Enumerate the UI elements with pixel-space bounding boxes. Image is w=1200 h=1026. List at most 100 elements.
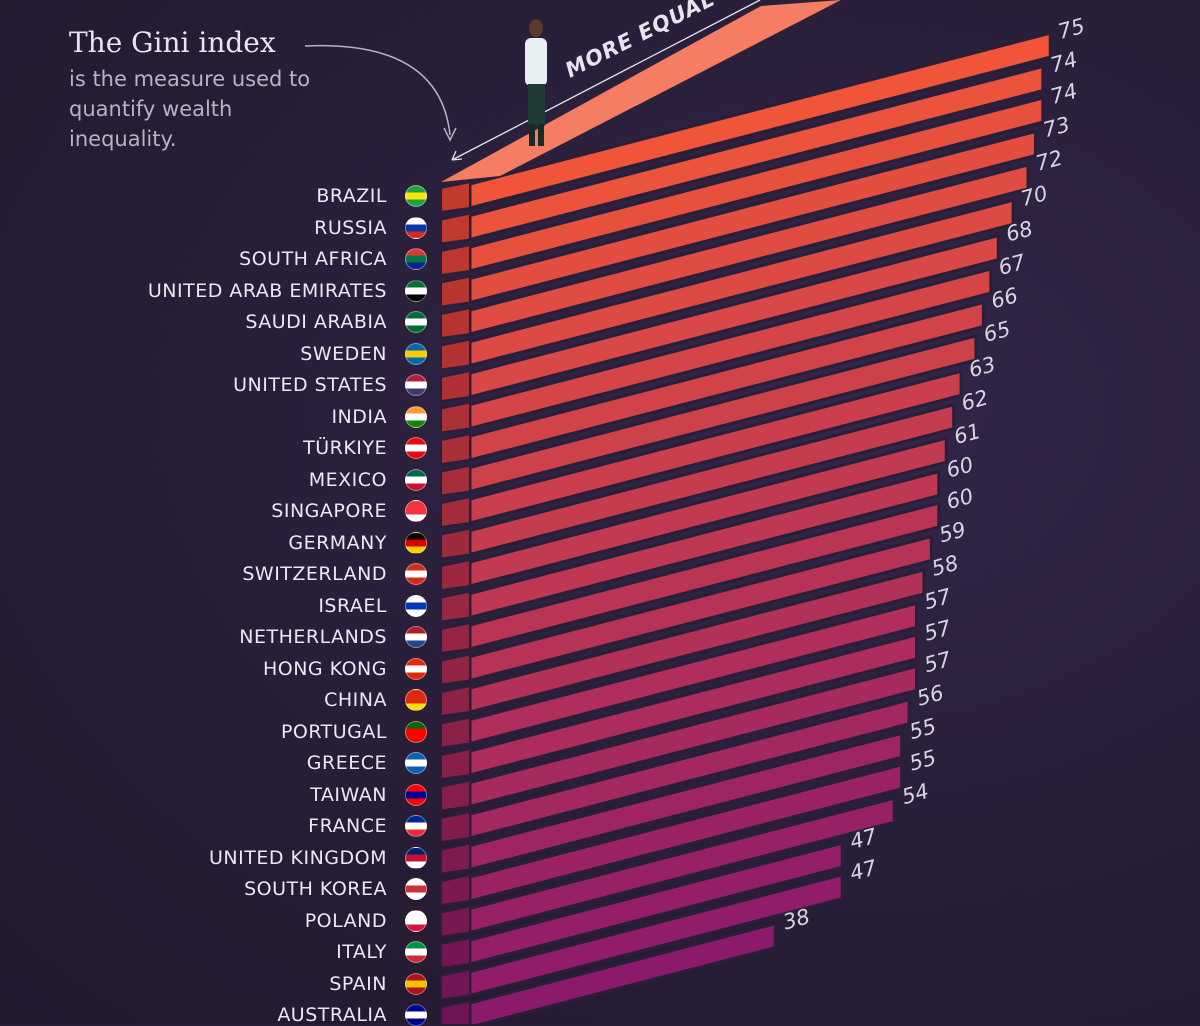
country-label: SINGAPORE (271, 500, 387, 522)
bar (440, 534, 933, 686)
bar-side (440, 842, 471, 875)
country-label: SOUTH AFRICA (239, 248, 387, 270)
country-label: NETHERLANDS (239, 626, 387, 648)
data-label: 58 (929, 551, 961, 581)
data-label: 56 (914, 681, 946, 711)
bar-side (440, 716, 471, 749)
data-label: 60 (944, 484, 976, 514)
flag-icon (405, 783, 427, 806)
annotation-arrow (304, 44, 451, 136)
data-label: 67 (996, 250, 1029, 280)
bar-side (440, 369, 471, 403)
country-label: SWEDEN (300, 342, 387, 365)
country-label: CHINA (324, 689, 387, 711)
country-label: BRAZIL (316, 185, 387, 207)
bar-side (440, 999, 471, 1024)
bar-side (440, 873, 471, 907)
flag-icon (405, 500, 427, 522)
bar-side (440, 243, 471, 277)
bar-side (440, 495, 471, 529)
bar (440, 267, 993, 434)
bar (440, 402, 956, 560)
country-label: SWITZERLAND (242, 563, 387, 585)
data-label: 75 (1055, 14, 1087, 44)
bar (440, 632, 919, 781)
data-label: 54 (899, 779, 931, 809)
flag-icon (405, 185, 427, 207)
flag-icon (405, 216, 427, 239)
data-label: 47 (847, 855, 880, 885)
country-label: UNITED ARAB EMIRATES (147, 279, 387, 302)
bar (440, 162, 1030, 340)
flag-icon (405, 972, 427, 995)
data-label: 65 (981, 317, 1013, 347)
more-equal-axis-line (451, 0, 761, 161)
country-label: SAUDI ARABIA (245, 311, 387, 333)
country-label: GREECE (306, 752, 387, 774)
bar-side (440, 936, 471, 970)
data-label: 72 (1033, 146, 1065, 176)
bar-side (440, 621, 471, 655)
data-label: 61 (951, 419, 983, 449)
bar (440, 334, 978, 497)
data-label: 57 (922, 615, 955, 645)
bar (440, 369, 963, 529)
flag-icon (405, 563, 427, 585)
country-label: AUSTRALIA (277, 1004, 387, 1026)
flag-icon (405, 374, 427, 396)
bar-side (440, 306, 471, 340)
flag-icon (405, 311, 427, 333)
bar-side (440, 810, 471, 844)
country-label: ISRAEL (318, 594, 387, 617)
flag-icon (405, 689, 427, 711)
country-label: UNITED KINGDOM (209, 846, 387, 869)
bar-side (440, 653, 471, 686)
data-label: 57 (922, 584, 955, 614)
bar-side (440, 590, 471, 623)
country-label: FRANCE (308, 815, 387, 837)
bar (440, 96, 1045, 277)
country-label: SOUTH KOREA (244, 878, 387, 900)
bar-side (440, 905, 471, 938)
bar (440, 501, 941, 655)
bar (440, 697, 911, 844)
bar (440, 731, 904, 875)
flag-icon (405, 815, 427, 837)
flag-icon (405, 752, 427, 774)
bar (440, 568, 926, 718)
country-label: RUSSIA (314, 216, 387, 239)
flag-icon (405, 941, 427, 963)
flag-icon (405, 878, 427, 900)
bar-side (440, 968, 471, 1001)
data-label: 60 (944, 452, 976, 482)
data-label: 74 (1048, 47, 1080, 77)
flag-icon (405, 846, 427, 869)
flag-icon (405, 405, 427, 428)
country-label: HONG KONG (262, 657, 387, 680)
flag-icon (405, 909, 427, 932)
data-label: 62 (959, 385, 991, 415)
person-figure (525, 19, 547, 146)
bar-side (440, 779, 471, 812)
country-label: SPAIN (329, 972, 387, 995)
annotation-arrowhead-icon (443, 127, 457, 142)
bar (440, 762, 904, 907)
bar (440, 469, 941, 623)
axis-arrow-icon (451, 150, 463, 161)
bar-side (440, 338, 471, 371)
flag-icon (405, 626, 427, 648)
bar (440, 601, 919, 749)
flag-icon (405, 248, 427, 270)
flag-icon (405, 657, 427, 680)
bar-side (440, 212, 471, 245)
country-label: GERMANY (288, 531, 387, 554)
bar (440, 300, 985, 466)
flag-icon (405, 437, 427, 459)
data-label: 59 (936, 517, 968, 547)
flag-icon (405, 531, 427, 554)
bar-side (440, 180, 471, 214)
country-label: INDIA (331, 405, 387, 428)
bar-side (440, 275, 471, 308)
country-label: POLAND (304, 909, 387, 932)
data-label: 55 (907, 714, 939, 744)
